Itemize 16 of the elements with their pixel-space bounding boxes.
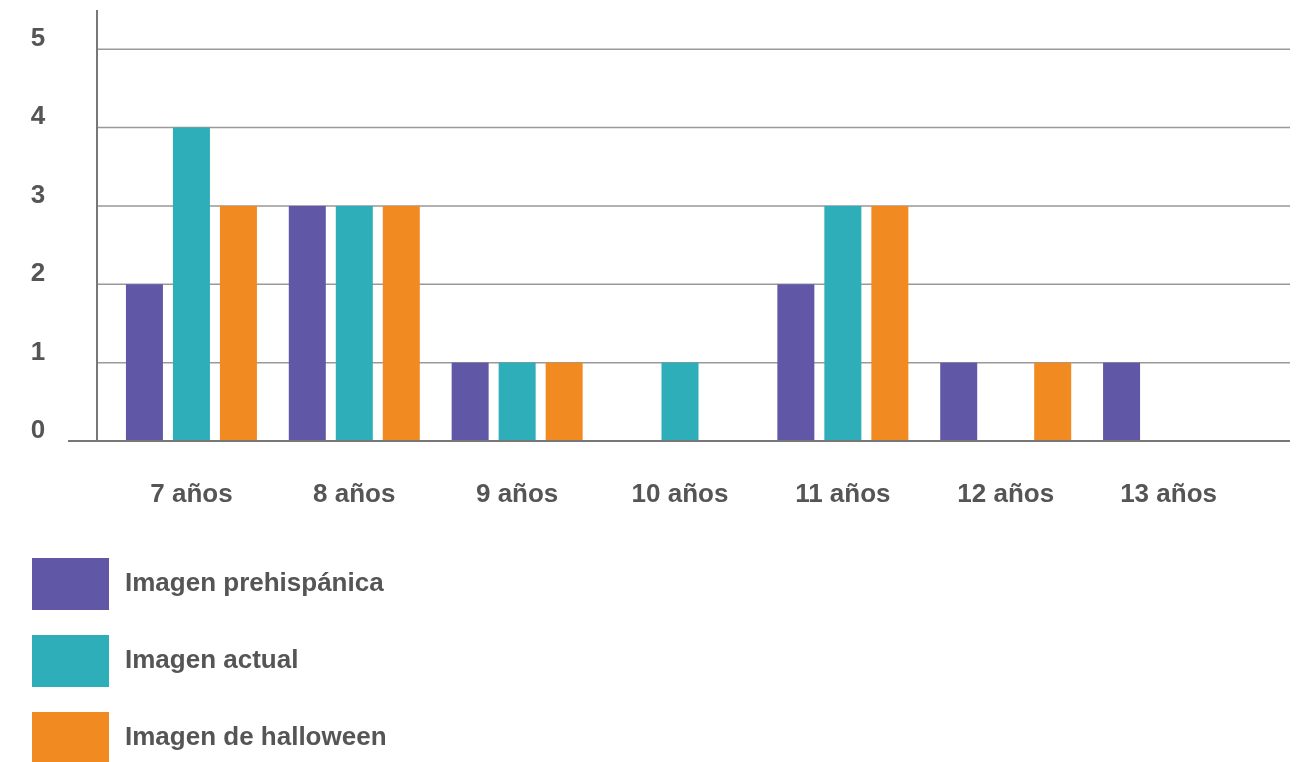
y-tick-label: 4 [30,100,46,131]
x-tick-label: 9 años [475,477,559,508]
x-tick-label: 7 años [150,477,233,508]
y-tick-label: 0 [30,413,46,444]
y-tick-label: 3 [30,178,46,209]
y-tick-label: 2 [30,257,46,288]
y-tick-label: 1 [30,335,46,366]
x-tick-label: 11 años [795,477,891,508]
legend-label: Imagen actual [125,643,299,674]
x-tick-label: 10 años [631,477,729,508]
y-tick-label: 5 [30,22,46,53]
x-tick-label: 12 años [957,477,1055,508]
legend-label: Imagen de halloween [125,720,387,751]
x-tick-label: 13 años [1120,477,1217,508]
legend-label: Imagen prehispánica [125,566,385,597]
x-tick-label: 8 años [313,477,396,508]
